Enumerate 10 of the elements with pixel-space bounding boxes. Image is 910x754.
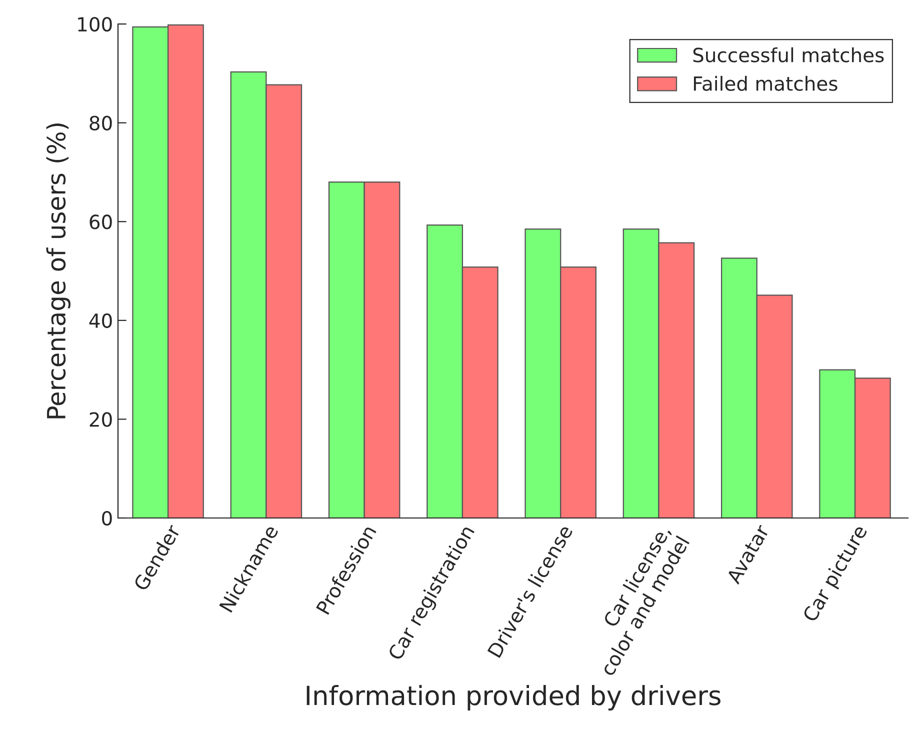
x-axis-title: Information provided by drivers bbox=[306, 685, 720, 711]
legend-label: Failed matches bbox=[694, 76, 838, 91]
y-tick-label: 80 bbox=[90, 116, 112, 130]
y-tick-label: 40 bbox=[89, 313, 112, 328]
y-tick-label: 0 bbox=[102, 510, 112, 526]
legend-label: Successful matches bbox=[693, 47, 884, 62]
y-tick-label: 60 bbox=[90, 214, 112, 230]
y-axis-title: Percentage of users (%) bbox=[46, 123, 70, 418]
y-tick-label: 20 bbox=[90, 412, 112, 427]
y-tick-label: 100 bbox=[78, 16, 112, 32]
